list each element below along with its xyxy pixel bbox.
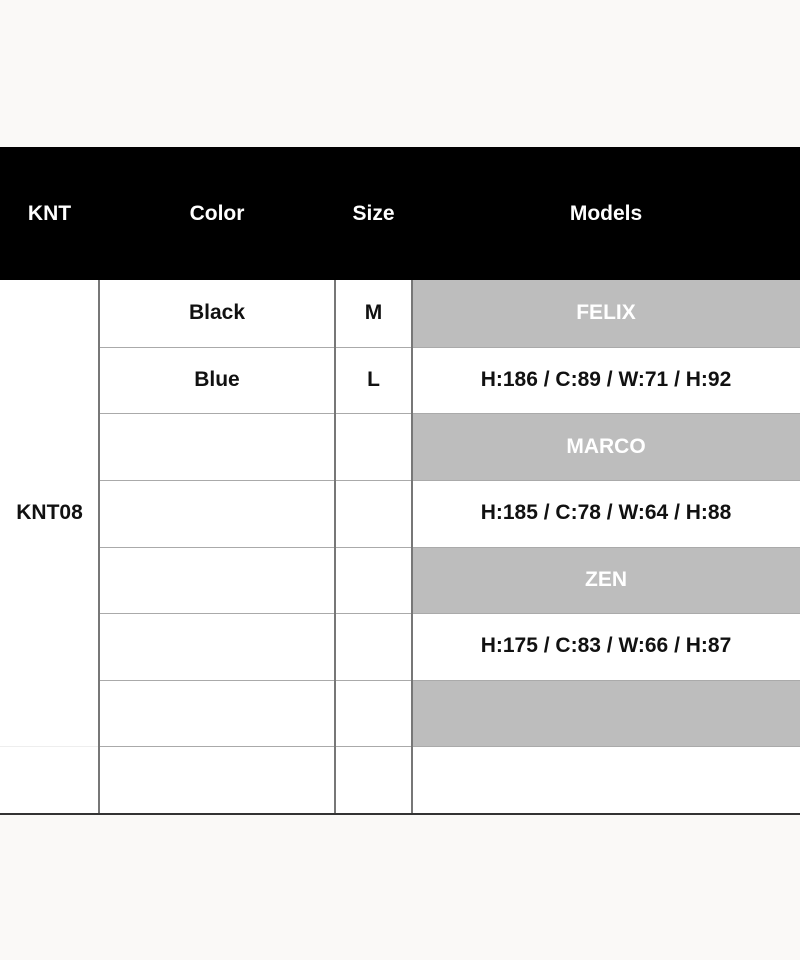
row-divider [99,613,800,615]
color-cell [99,547,335,614]
column-divider [411,280,413,813]
row-divider [99,679,800,681]
size-cell [335,746,412,813]
model-measurements-cell: H:175 / C:83 / W:66 / H:87 [480,634,732,658]
table-header: KNT Color Size Models [0,147,800,280]
product-code: KNT08 [16,501,83,524]
table-body: KNT08 Black M FELIX Blue L H:186 / C:89 / W:7… [0,280,800,815]
model-measurements-cell: H:186 / C:89 / W:71 / H:92 [480,367,732,391]
header-color: Color [189,201,245,225]
header-size: Size [352,201,395,225]
size-cell: L [367,367,380,391]
color-cell [99,480,335,547]
model-measurements-cell: H:185 / C:78 / W:64 / H:88 [480,501,732,525]
model-measurements-cell [412,746,800,813]
column-divider [98,280,100,813]
color-cell [99,413,335,480]
size-cell [335,480,412,547]
header-knt: KNT [27,201,72,225]
header-models: Models [569,201,643,225]
size-cell [335,413,412,480]
color-cell [99,746,335,813]
model-name-cell: MARCO [412,413,800,480]
model-name-cell [412,679,800,747]
model-name-cell: FELIX [412,280,800,347]
size-cell [335,547,412,614]
row-divider [99,479,800,481]
color-cell: Blue [194,367,240,391]
size-cell [335,613,412,680]
column-divider [334,280,336,813]
row-divider [99,746,800,748]
row-divider [0,746,99,748]
model-name-cell: ZEN [412,546,800,614]
color-cell [99,613,335,680]
row-divider [99,546,800,548]
size-cell [335,680,412,747]
color-cell: Black [188,301,246,325]
color-cell [99,680,335,747]
row-divider [99,413,800,415]
row-divider [99,346,800,348]
size-cell: M [364,301,383,325]
